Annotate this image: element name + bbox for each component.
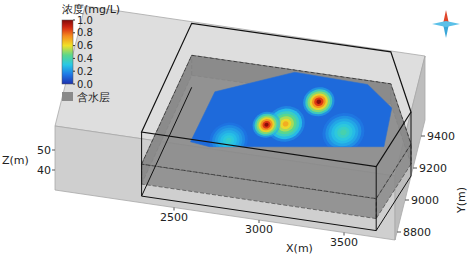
hotspot-level <box>331 121 355 143</box>
colorbar: 0.0 0.2 0.4 0.6 0.81.0浓度(mg/L) <box>62 3 120 90</box>
hotspot-level <box>280 119 291 129</box>
z-tick <box>52 150 55 151</box>
y-tick-label: 8800 <box>403 226 431 239</box>
boundary-edge <box>376 167 377 231</box>
axes: 2500 3000 3500 X(m) 8800 9000 9200 9400 Y(m) 40 50… <box>2 130 468 255</box>
east-pointer <box>446 21 460 27</box>
aquifer <box>142 55 411 218</box>
boundary-edge <box>141 132 142 196</box>
hotspot-level <box>334 124 352 141</box>
hotspot-level <box>257 116 277 135</box>
chart: 2500 3000 3500 X(m) 8800 9000 9200 9400 Y(m) 40 50… <box>0 0 472 255</box>
colorbar-tick <box>73 32 75 33</box>
boundary-top <box>142 23 411 166</box>
hotspot-level <box>218 130 240 150</box>
hotspot-level <box>314 98 323 107</box>
hotspot-level <box>317 100 322 104</box>
colorbar-tick-label: 0.4 <box>77 53 93 64</box>
hotspot-level <box>212 125 245 156</box>
hotspot-level <box>215 128 243 153</box>
colorbar-tick-label: 0.8 <box>77 27 93 38</box>
hotspot-level <box>303 87 334 116</box>
x-axis-label: X(m) <box>286 242 313 255</box>
hotspot-level <box>310 93 328 110</box>
colorbar-tick-label: 0.0 <box>77 79 93 90</box>
hotspot-level <box>312 95 326 108</box>
hotspot-level <box>340 130 346 136</box>
hotspot <box>303 87 334 116</box>
colorbar-tick <box>73 45 75 46</box>
plume <box>191 72 392 158</box>
y-axis-label: Y(m) <box>455 187 468 214</box>
colorbar-tick <box>73 20 75 21</box>
y-tick-label: 9400 <box>427 130 455 143</box>
y-tick <box>421 136 425 137</box>
hotspot-level <box>305 89 332 114</box>
z-tick-label: 40 <box>37 164 51 177</box>
hotspot-level <box>283 121 289 126</box>
x-tick-label: 3000 <box>245 223 273 236</box>
west-pointer <box>432 21 446 27</box>
legend: 含水层 <box>62 91 110 104</box>
x-tick-label: 3500 <box>330 236 358 249</box>
hotspot <box>209 123 247 159</box>
hotspot <box>322 113 364 152</box>
hotspot-level <box>264 123 268 127</box>
colorbar-scale <box>62 20 73 84</box>
hotspot-level <box>261 119 273 130</box>
colorbar-tick <box>73 71 75 72</box>
x-tick-label: 2500 <box>160 211 188 224</box>
colorbar-tick-label: 0.2 <box>77 66 93 77</box>
colorbar-tick <box>73 84 75 85</box>
y-tick-label: 9200 <box>419 162 447 175</box>
colorbar-tick <box>73 58 75 59</box>
hotspot-level <box>263 121 271 129</box>
site-boundary <box>142 23 411 230</box>
y-tick-label: 9000 <box>411 194 439 207</box>
hotspot-level <box>322 113 364 152</box>
boundary-edge <box>411 112 412 176</box>
hotspot-level <box>328 119 358 147</box>
north-arrow <box>432 10 460 38</box>
box <box>55 6 425 240</box>
hotspot-level <box>308 91 331 112</box>
boundary-bottom <box>142 87 377 230</box>
hotspot-level <box>337 127 349 138</box>
hotspot-level <box>325 116 361 149</box>
legend-label: 含水层 <box>77 91 110 104</box>
z-tick <box>52 170 55 171</box>
hotspot-level <box>253 112 281 138</box>
hotspot-level <box>209 123 247 159</box>
colorbar-tick-label: 0.6 <box>77 40 93 51</box>
colorbar-title: 浓度(mg/L) <box>62 3 120 16</box>
z-tick-label: 50 <box>37 144 51 157</box>
hotspot-level <box>226 138 232 143</box>
aquifer-top <box>142 55 411 198</box>
hotspot <box>253 112 281 138</box>
y-tick <box>405 200 409 201</box>
z-axis-label: Z(m) <box>2 154 29 167</box>
y-tick <box>397 232 401 233</box>
colorbar-tick-label: 1.0 <box>77 15 93 26</box>
hotspot-level <box>259 117 275 132</box>
hotspots <box>209 87 364 158</box>
y-tick <box>413 168 417 169</box>
boundary-bottom <box>376 176 411 231</box>
legend-swatch <box>62 92 73 101</box>
hotspot-level <box>255 114 279 136</box>
